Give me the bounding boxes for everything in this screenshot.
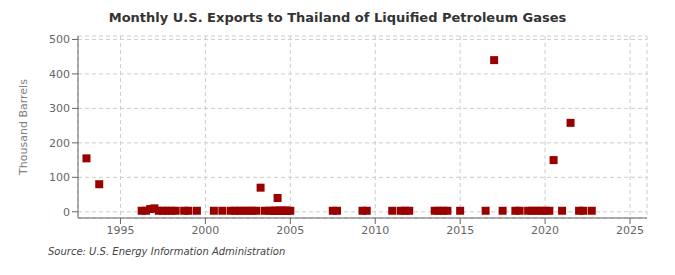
html-text:Source: U.S. Energy Informatio: Source: U.S. Energy Information Administ… (48, 246, 286, 257)
svg-text:2025: 2025 (616, 224, 644, 237)
svg-text:400: 400 (49, 68, 70, 81)
svg-text:200: 200 (49, 137, 70, 150)
svg-text:2020: 2020 (531, 224, 559, 237)
svg-text:0: 0 (63, 206, 70, 219)
svg-text:2005: 2005 (276, 224, 304, 237)
svg-text:1995: 1995 (106, 224, 134, 237)
svg-text:Thousand Barrels: Thousand Barrels (17, 79, 30, 176)
svg-text:100: 100 (49, 171, 70, 184)
svg-text:2015: 2015 (446, 224, 474, 237)
svg-text:500: 500 (49, 33, 70, 46)
html-text:Monthly U.S. Exports to Thaila: Monthly U.S. Exports to Thailand of Liqu… (108, 10, 567, 25)
svg-text:300: 300 (49, 102, 70, 115)
svg-text:2010: 2010 (361, 224, 389, 237)
svg-text:2000: 2000 (191, 224, 219, 237)
